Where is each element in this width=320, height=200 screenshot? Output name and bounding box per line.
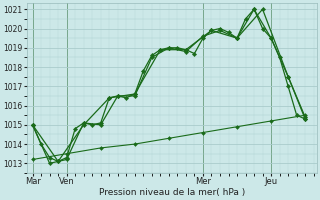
X-axis label: Pression niveau de la mer( hPa ): Pression niveau de la mer( hPa ) (99, 188, 245, 197)
